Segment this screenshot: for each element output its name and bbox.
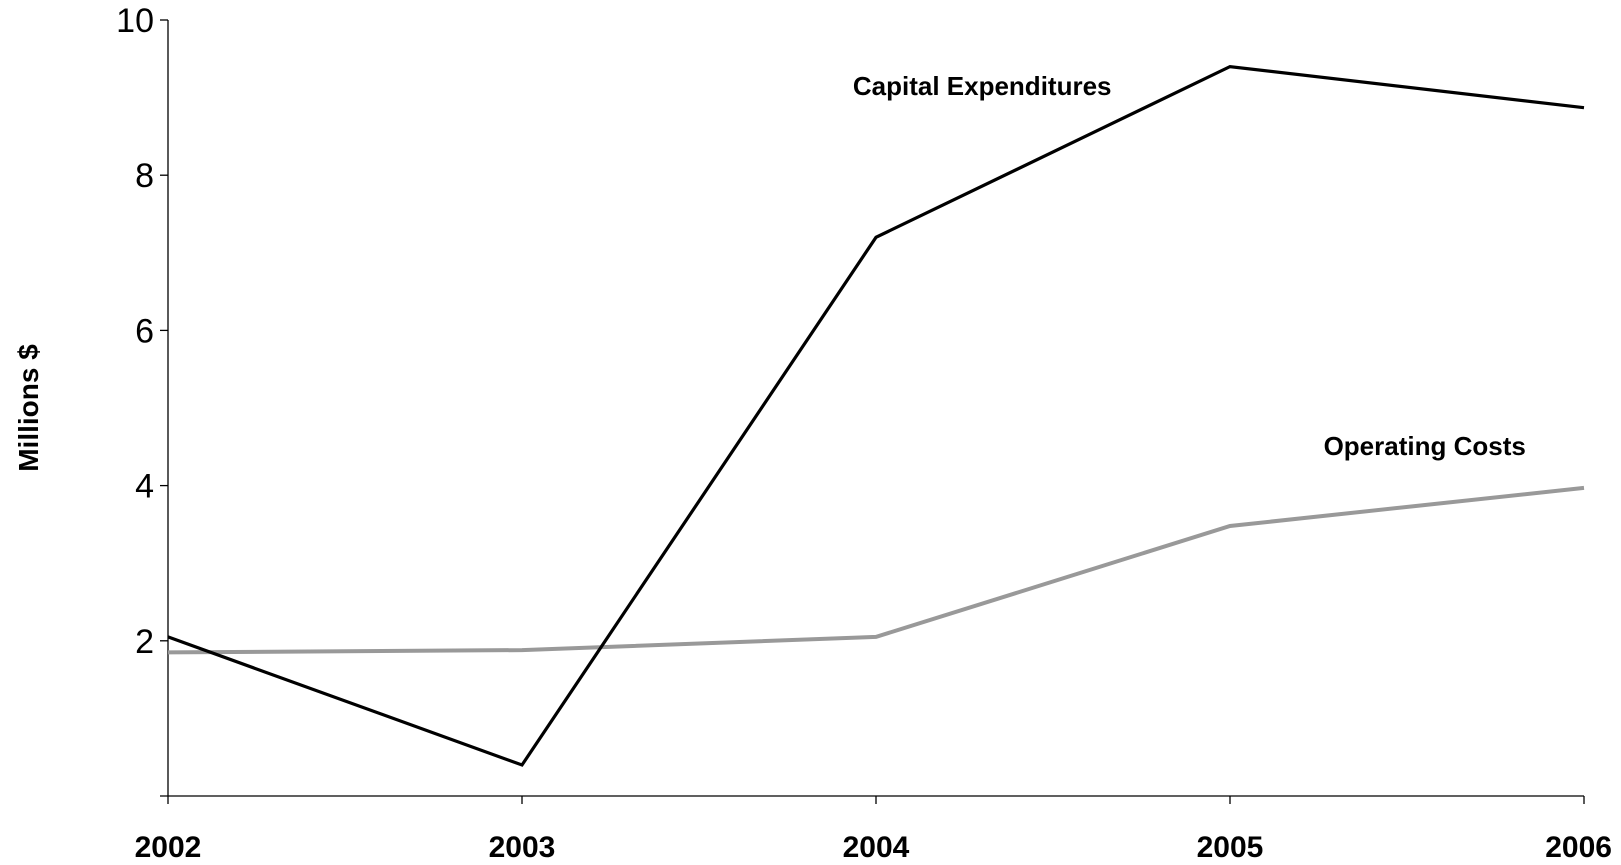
x-tick-label: 2002 (135, 831, 202, 864)
series-line-capital-expenditures (167, 64, 1585, 767)
chart-axes (160, 20, 1584, 797)
series-labels: Capital Expenditures Operating Costs (853, 71, 1526, 461)
y-tick-label: 6 (135, 312, 154, 350)
series-lines (167, 64, 1585, 767)
y-tick-label: 2 (135, 623, 154, 661)
series-label-operating-costs: Operating Costs (1324, 431, 1526, 461)
y-tick-label: 4 (135, 468, 154, 506)
y-axis-ticks: 2 4 6 8 10 (116, 2, 168, 661)
series-label-capital-expenditures: Capital Expenditures (853, 71, 1112, 101)
y-tick-label: 10 (116, 2, 154, 40)
x-tick-label: 2004 (843, 831, 910, 864)
x-axis-ticks: 2002 2003 2004 2005 2006 (135, 796, 1612, 864)
x-tick-label: 2005 (1197, 831, 1264, 864)
series-line-operating-costs (167, 485, 1585, 655)
x-tick-label: 2006 (1545, 831, 1612, 864)
y-axis-title: Millions $ (13, 344, 44, 472)
x-tick-label: 2003 (489, 831, 556, 864)
y-tick-label: 8 (135, 157, 154, 195)
